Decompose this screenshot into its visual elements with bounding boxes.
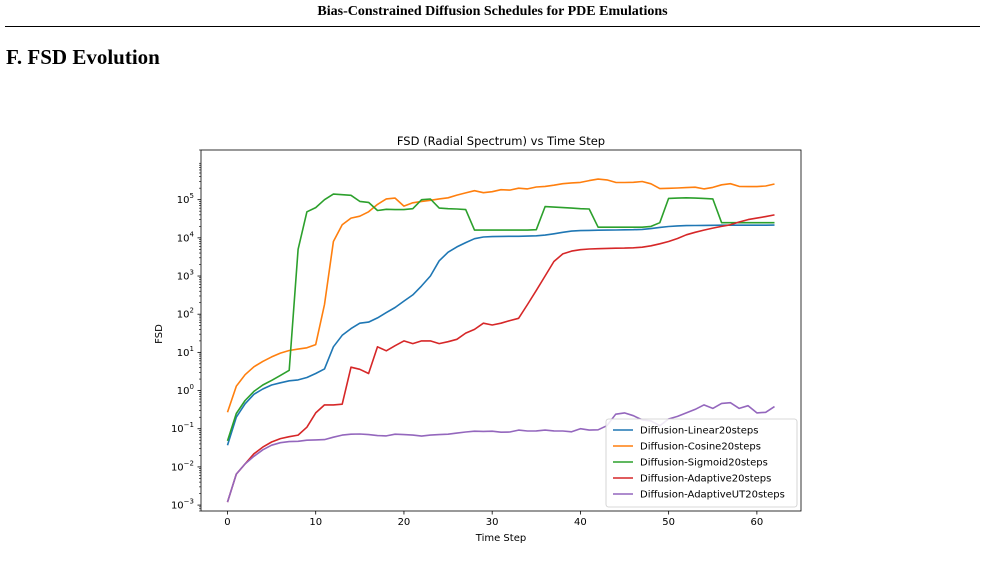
series-line-0 <box>226 224 775 446</box>
axes-frame <box>200 149 802 512</box>
x-tick-label: 20 <box>398 517 411 528</box>
y-tick-label: 103 <box>177 269 194 283</box>
y-tick-label: 100 <box>177 383 194 397</box>
y-axis-label: FSD <box>154 324 165 344</box>
x-tick-label: 30 <box>486 517 499 528</box>
y-tick-label: 102 <box>177 307 194 321</box>
legend-box <box>605 418 798 508</box>
y-tick-label: 105 <box>177 192 194 206</box>
y-tick-label: 10−3 <box>171 498 194 512</box>
y-tick-label: 10−2 <box>171 459 194 473</box>
series-line-1 <box>226 178 775 413</box>
x-tick-label: 0 <box>224 517 230 528</box>
legend-label: Diffusion-Cosine20steps <box>640 442 761 453</box>
header-rule <box>5 26 980 27</box>
chart-title: FSD (Radial Spectrum) vs Time Step <box>397 134 605 148</box>
series-line-3 <box>226 214 775 503</box>
legend-label: Diffusion-Linear20steps <box>640 426 758 437</box>
x-tick-label: 40 <box>574 517 587 528</box>
y-tick-label: 10−1 <box>171 421 194 435</box>
series-line-2 <box>226 193 775 442</box>
y-tick-label: 101 <box>177 345 194 359</box>
plot-area: 0 10 20 30 40 50 60 10−3 10−2 10−1 100 101 102 103 104… <box>171 149 802 528</box>
legend-label: Diffusion-Sigmoid20steps <box>640 458 768 469</box>
running-header-title: Bias-Constrained Diffusion Schedules for… <box>317 4 668 19</box>
y-tick-label: 104 <box>177 230 195 244</box>
x-axis-label: Time Step <box>475 533 526 544</box>
legend: Diffusion-Linear20steps Diffusion-Cosine2… <box>605 418 798 508</box>
legend-label: Diffusion-AdaptiveUT20steps <box>640 490 785 501</box>
series-line-4 <box>226 401 775 503</box>
x-tick-label: 10 <box>309 517 322 528</box>
x-tick-label: 50 <box>662 517 675 528</box>
legend-label: Diffusion-Adaptive20steps <box>640 474 771 485</box>
section-heading: F. FSD Evolution <box>6 45 160 69</box>
x-tick-label: 60 <box>751 517 764 528</box>
